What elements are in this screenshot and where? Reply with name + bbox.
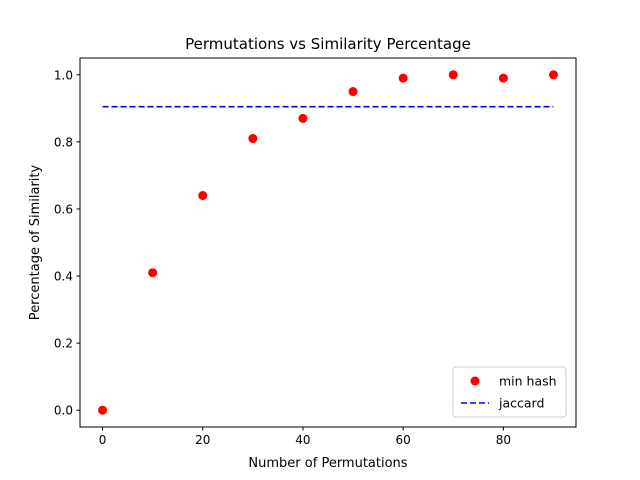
- data-point-min-hash: [448, 70, 458, 80]
- data-point-min-hash: [198, 191, 208, 201]
- data-point-min-hash: [498, 73, 508, 83]
- data-point-min-hash: [398, 73, 408, 83]
- legend-swatch-marker: [470, 376, 480, 386]
- plot-frame: [79, 57, 577, 428]
- data-point-min-hash: [548, 70, 558, 80]
- x-tick-label: 0: [99, 433, 107, 447]
- y-tick-label: 0.2: [54, 337, 73, 351]
- y-tick-label: 0.6: [54, 202, 73, 216]
- y-axis-label: Percentage of Similarity: [28, 164, 43, 320]
- x-tick-label: 20: [195, 433, 210, 447]
- data-point-min-hash: [348, 87, 358, 97]
- legend-label: min hash: [499, 374, 557, 389]
- legend: min hash jaccard: [452, 366, 567, 418]
- chart-title: Permutations vs Similarity Percentage: [185, 35, 471, 53]
- x-tick-label: 80: [496, 433, 511, 447]
- legend-box: [452, 366, 567, 418]
- x-tick-label: 60: [396, 433, 411, 447]
- data-point-min-hash: [298, 113, 308, 123]
- data-point-min-hash: [98, 405, 108, 415]
- data-point-min-hash: [248, 134, 258, 144]
- y-tick-label: 1.0: [54, 68, 73, 82]
- y-tick-label: 0.4: [54, 270, 73, 284]
- legend-label: jaccard: [498, 396, 544, 411]
- data-point-min-hash: [148, 268, 158, 278]
- y-tick-label: 0.8: [54, 135, 73, 149]
- y-tick-label: 0.0: [54, 404, 73, 418]
- x-axis-label: Number of Permutations: [248, 456, 407, 471]
- x-tick-label: 40: [295, 433, 310, 447]
